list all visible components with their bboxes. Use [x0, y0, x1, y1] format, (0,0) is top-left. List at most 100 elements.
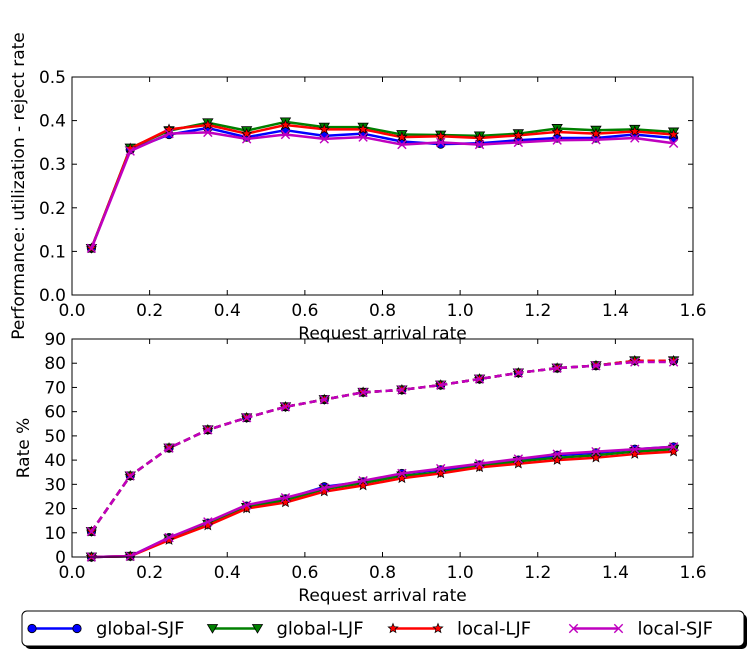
data-point	[474, 459, 485, 469]
x-axis-label: Request arrival rate	[298, 586, 466, 606]
data-point	[203, 425, 213, 435]
data-point	[241, 413, 252, 423]
data-point	[552, 449, 562, 459]
top-plot: 0.0 0.2 0.4 0.6 0.8 1.0 1.2 1.4 1.6 0.0 0.1 0.2 0.3 0…	[9, 32, 707, 344]
series-line-local-SJF	[90, 131, 674, 249]
data-point	[435, 130, 447, 142]
data-point	[396, 131, 408, 142]
series-line-local-LJF-dashed	[90, 359, 674, 533]
data-point	[513, 137, 524, 148]
y-tick-label: 60	[44, 403, 66, 423]
x-tick-label: 0.8	[369, 301, 396, 321]
data-point	[591, 360, 601, 371]
data-point	[590, 127, 602, 139]
data-point	[163, 123, 175, 135]
series-markers-local-SJF-solid	[86, 442, 679, 562]
y-tick-label: 40	[44, 451, 66, 471]
legend-label: global-SJF	[96, 619, 184, 640]
y-tick-label: 20	[44, 500, 66, 520]
bottom-plot: 0.0 0.2 0.4 0.6 0.8 1.0 1.2 1.4 1.6 0 10 20 30 40 50 60…	[14, 330, 707, 606]
data-point	[513, 454, 524, 464]
data-point	[552, 363, 562, 373]
x-tick-label: 1.4	[602, 301, 629, 321]
series-line-global-LJF-dashed	[90, 359, 674, 533]
data-point	[513, 368, 524, 378]
y-tick-label: 80	[44, 354, 66, 374]
x-tick-label: 0.4	[214, 563, 241, 583]
x-tick-label: 0.8	[369, 563, 396, 583]
plot-frame	[71, 76, 694, 296]
data-point	[473, 461, 486, 473]
series-line-global-LJF-solid	[91, 447, 674, 559]
legend-entry: local-SJF	[568, 619, 714, 640]
legend-marker	[432, 622, 444, 634]
legend-marker	[251, 624, 264, 634]
data-point	[436, 380, 446, 390]
data-point	[241, 500, 252, 510]
legend-entry: local-LJF	[387, 619, 531, 640]
data-point	[473, 132, 486, 143]
data-point	[86, 526, 97, 537]
legend-marker	[27, 623, 37, 634]
data-point	[202, 119, 214, 130]
data-point	[474, 139, 485, 150]
series-markers-global-SJF-solid	[86, 442, 679, 562]
series-markers-global-LJF-solid	[85, 444, 680, 563]
data-point	[668, 138, 679, 148]
data-point	[551, 126, 563, 137]
legend-label: global-LJF	[277, 619, 364, 640]
data-point	[667, 128, 680, 140]
y-tick-label: 90	[44, 330, 66, 350]
series-markers-global-SJF	[86, 123, 679, 253]
data-point	[436, 137, 446, 148]
data-point	[164, 443, 174, 453]
y-tick-label: 0	[55, 548, 66, 568]
x-tick-label: 0.4	[214, 301, 241, 321]
x-tick-label: 0.0	[58, 563, 85, 583]
series-markers-local-SJF	[86, 127, 679, 254]
y-tick-label: 10	[44, 524, 66, 544]
data-point	[241, 134, 252, 144]
x-tick-label: 1.0	[447, 563, 474, 583]
series-markers-local-SJF-dashed	[86, 357, 679, 537]
data-point	[125, 551, 135, 561]
legend: global-SJF global-LJF local-LJF local-SJF	[21, 610, 747, 649]
series-line-global-SJF	[90, 126, 674, 249]
data-point	[397, 468, 407, 479]
series-line-global-SJF-dashed	[90, 359, 674, 533]
data-point	[279, 119, 292, 130]
x-tick-label: 1.4	[602, 563, 629, 583]
data-point	[668, 357, 679, 367]
legend-label: local-SJF	[638, 619, 714, 640]
y-tick-label: 50	[44, 427, 66, 447]
data-point	[280, 129, 291, 140]
data-point	[358, 387, 368, 397]
y-tick-label: 0.3	[39, 155, 66, 175]
legend-marker	[72, 623, 82, 634]
data-point	[319, 134, 329, 144]
data-point	[358, 132, 368, 142]
data-point	[668, 442, 679, 452]
data-point	[241, 127, 253, 139]
data-point	[319, 483, 329, 493]
legend-frame	[21, 610, 745, 647]
y-axis-label: Performance: utilization - reject rate	[9, 32, 29, 340]
series-line-local-LJF	[90, 123, 674, 249]
x-tick-label: 0.0	[58, 301, 85, 321]
legend-marker	[206, 624, 219, 634]
data-point	[318, 123, 330, 135]
data-point	[358, 476, 368, 486]
data-point	[125, 146, 135, 156]
data-point	[630, 444, 640, 454]
y-tick-label: 70	[44, 378, 66, 398]
data-point	[397, 139, 407, 150]
y-axis-label: Rate %	[14, 418, 34, 479]
x-tick-label: 0.2	[136, 301, 163, 321]
series-line-local-SJF-dashed	[90, 360, 674, 533]
legend-marker	[568, 623, 579, 634]
y-tick-label: 30	[44, 475, 66, 495]
legend-marker	[387, 622, 399, 634]
x-tick-label: 0.6	[291, 563, 318, 583]
data-point	[436, 463, 446, 474]
